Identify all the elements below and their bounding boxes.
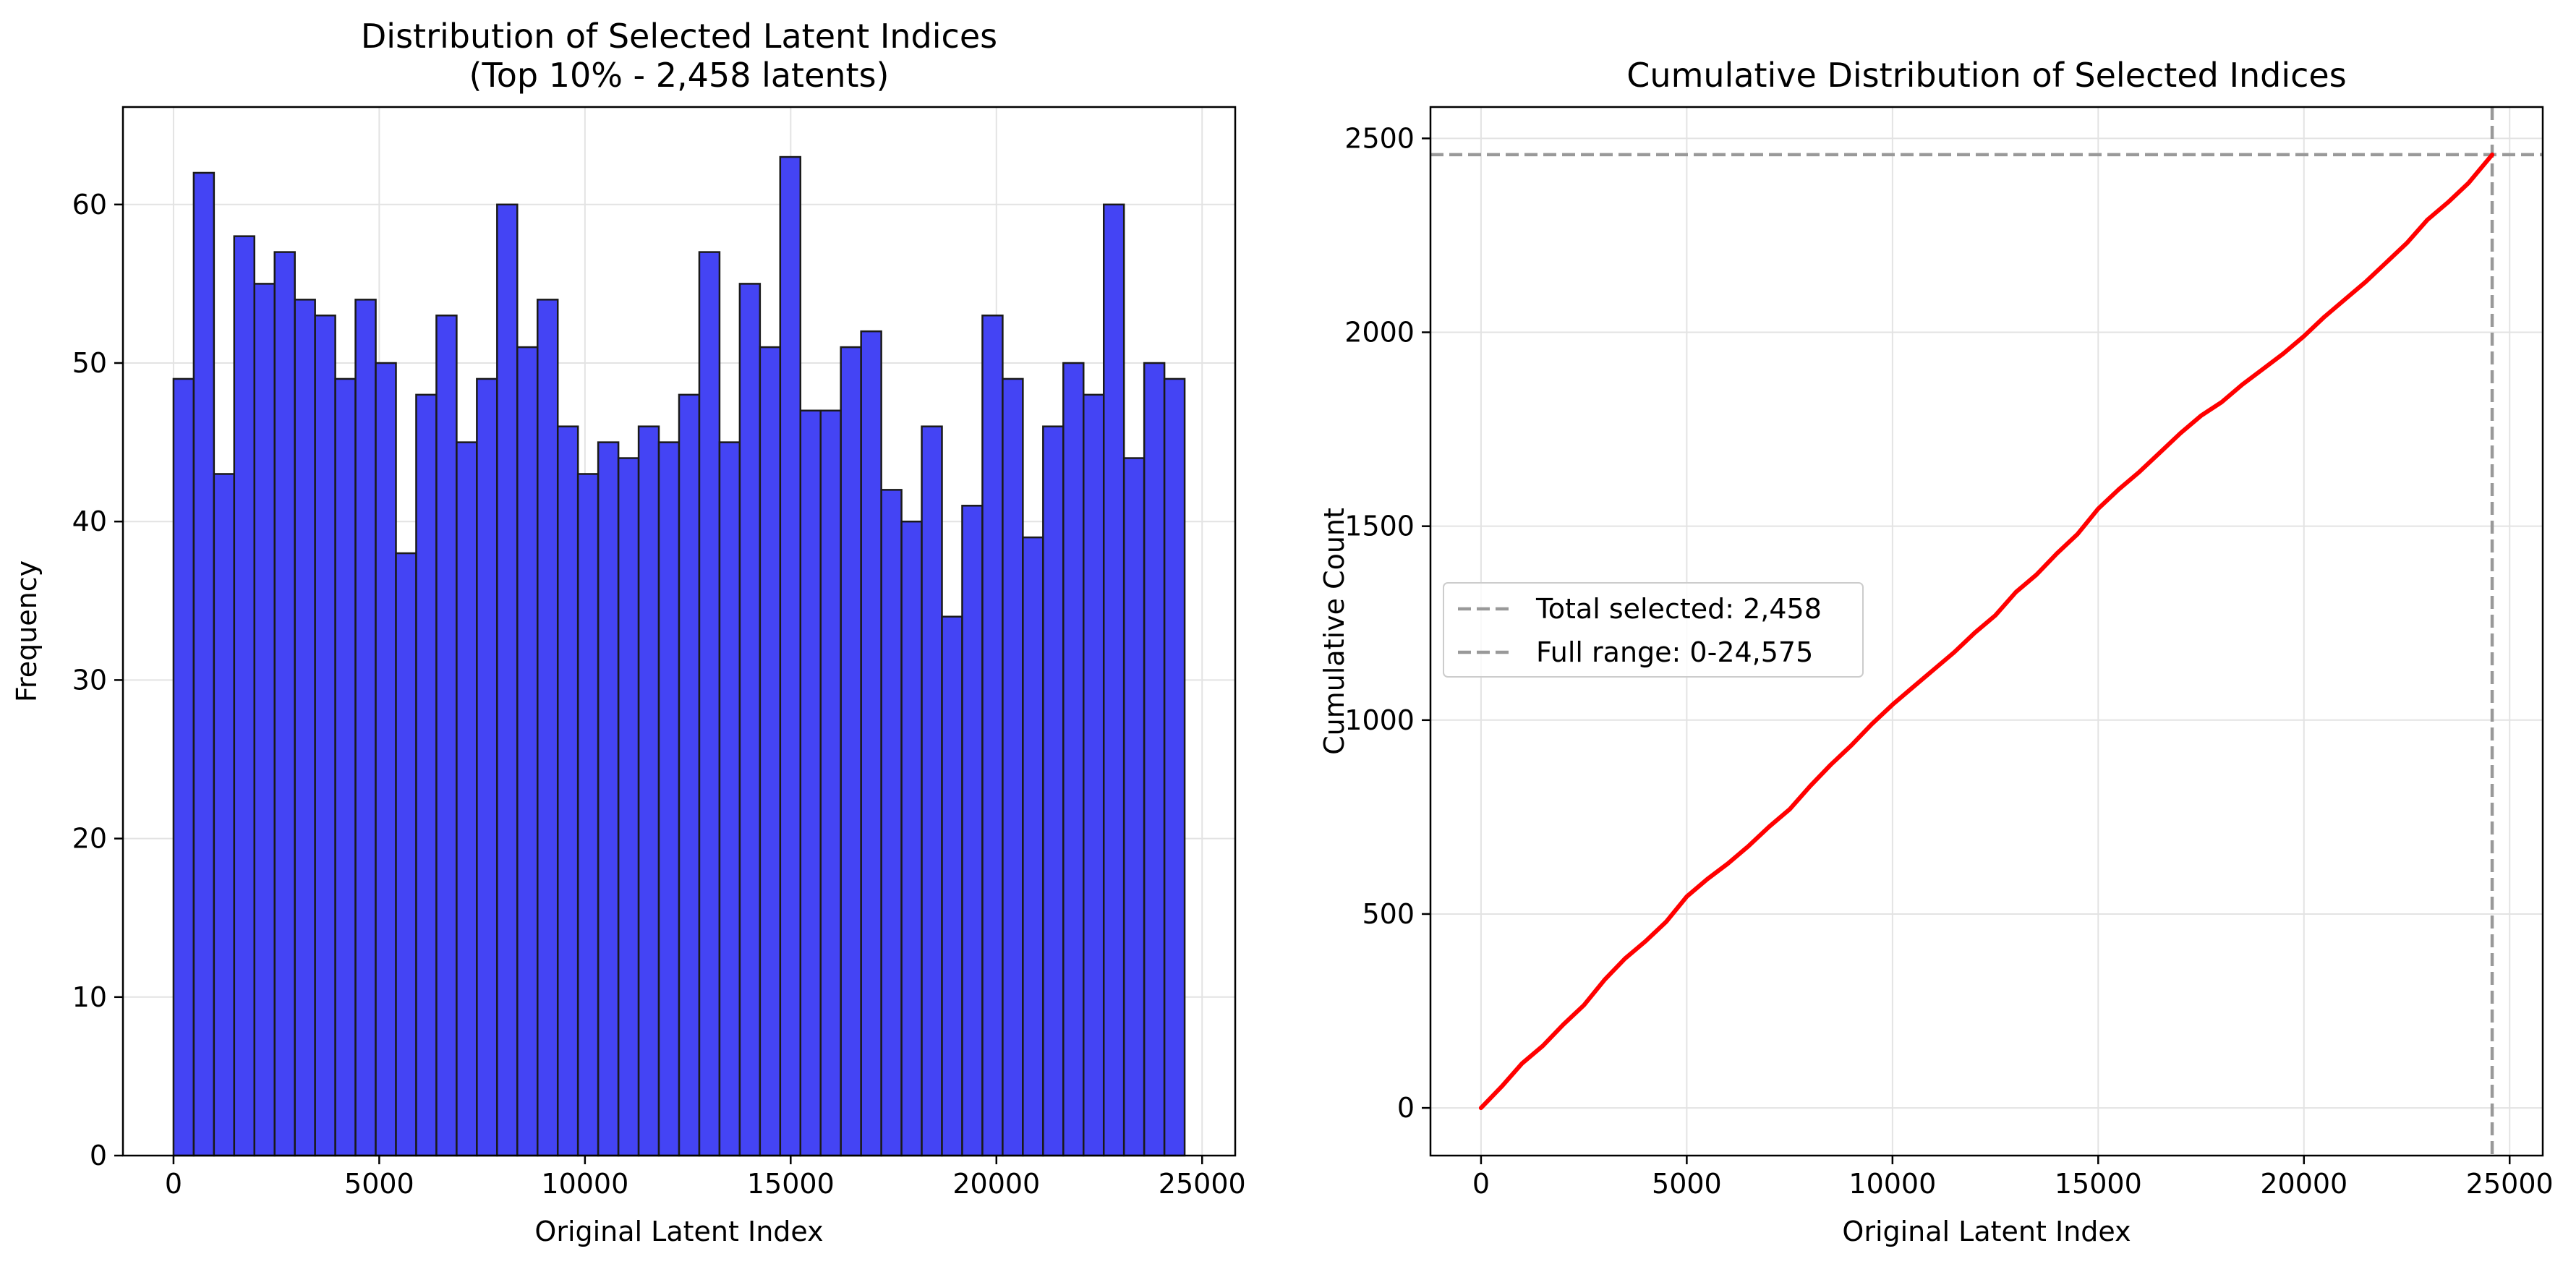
y-tick-label: 50 <box>72 347 107 379</box>
histogram-bar <box>192 171 216 1157</box>
histogram-bar <box>779 155 802 1157</box>
histogram-bar <box>314 314 336 1157</box>
histogram-bar <box>556 425 579 1157</box>
x-tick-label: 10000 <box>541 1168 628 1200</box>
histogram-bar <box>698 251 721 1157</box>
histogram-bar <box>375 362 397 1157</box>
y-tick-label: 40 <box>72 505 107 537</box>
histogram-bar <box>435 314 458 1157</box>
histogram-bar <box>941 615 963 1157</box>
x-tick-label: 20000 <box>2260 1168 2347 1200</box>
histogram-subtitle: (Top 10% - 2,458 latents) <box>469 56 890 95</box>
histogram-bar <box>476 377 498 1157</box>
histogram-bar <box>981 314 1004 1157</box>
histogram-bar <box>738 283 762 1157</box>
histogram-bar <box>1122 457 1146 1157</box>
histogram-bar <box>657 441 681 1157</box>
histogram-bar <box>1022 536 1044 1157</box>
y-tick-label: 2500 <box>1344 122 1415 154</box>
cumulative-axes-frame <box>1429 106 2544 1157</box>
histogram-bar <box>415 393 438 1157</box>
histogram-bar <box>496 203 519 1157</box>
y-tick-label: 1000 <box>1344 704 1415 736</box>
histogram-bar <box>1042 425 1065 1157</box>
x-tick-label: 10000 <box>1848 1168 1936 1200</box>
histogram-bar <box>233 235 256 1157</box>
histogram-bar <box>253 283 276 1157</box>
histogram-bar <box>294 299 316 1157</box>
x-tick-label: 15000 <box>2055 1168 2142 1200</box>
cumulative-count-line <box>1478 152 2495 1111</box>
y-tick-label: 10 <box>72 981 107 1013</box>
x-tick-label: 25000 <box>1159 1168 1246 1200</box>
cumulative-chart: 0 5000 10000 15000 20000 25000 0 500 1000 1500 20… <box>1318 56 2554 1247</box>
histogram-bar <box>860 330 882 1157</box>
histogram-bar <box>1083 393 1105 1157</box>
y-tick-label: 20 <box>72 823 107 855</box>
histogram-bar <box>617 457 640 1157</box>
histogram-bar <box>1002 377 1024 1157</box>
histogram-title: Distribution of Selected Latent Indices <box>361 17 997 56</box>
histogram-bar <box>334 377 357 1157</box>
histogram-bar <box>576 473 600 1157</box>
histogram-bar <box>213 473 236 1157</box>
cumulative-reference-lines <box>1430 107 2543 1156</box>
cumulative-y-ticks: 0 500 1000 1500 2000 2500 <box>1344 122 1430 1124</box>
histogram-y-axis-label: Frequency <box>11 560 43 702</box>
x-tick-label: 0 <box>1472 1168 1490 1200</box>
histogram-chart: 0 5000 10000 15000 20000 25000 0102030405060 … <box>11 17 1246 1247</box>
histogram-bar <box>172 377 195 1157</box>
histogram-bars <box>172 155 1186 1157</box>
x-tick-label: 0 <box>165 1168 182 1200</box>
x-tick-label: 15000 <box>747 1168 835 1200</box>
y-tick-label: 30 <box>72 664 107 696</box>
histogram-x-ticks: 0 5000 10000 15000 20000 25000 <box>165 1156 1246 1200</box>
histogram-bar <box>799 409 822 1157</box>
histogram-axes-frame <box>121 106 1237 1157</box>
histogram-bar <box>354 299 377 1157</box>
histogram-bar <box>961 505 984 1157</box>
histogram-bar <box>273 251 296 1157</box>
x-tick-label: 20000 <box>952 1168 1040 1200</box>
histogram-bar <box>759 346 782 1157</box>
legend-label-total-selected: Total selected: 2,458 <box>1535 593 1822 625</box>
histogram-bar <box>1102 203 1125 1157</box>
histogram-bar <box>819 409 842 1157</box>
histogram-bar <box>1062 362 1085 1157</box>
x-tick-label: 5000 <box>344 1168 414 1200</box>
histogram-bar <box>597 441 620 1157</box>
histogram-bar <box>921 425 943 1157</box>
cumulative-legend: Total selected: 2,458 Full range: 0-24,5… <box>1443 582 1864 678</box>
x-tick-label: 5000 <box>1652 1168 1722 1200</box>
histogram-bar <box>880 489 903 1157</box>
histogram-bar <box>840 346 862 1157</box>
histogram-bar <box>637 425 660 1157</box>
cumulative-x-ticks: 0 5000 10000 15000 20000 25000 <box>1472 1156 2554 1200</box>
y-tick-label: 2000 <box>1344 317 1415 349</box>
y-tick-label: 500 <box>1362 898 1415 930</box>
histogram-bar <box>718 441 741 1157</box>
y-tick-label: 0 <box>90 1140 107 1171</box>
y-tick-label: 0 <box>1397 1092 1415 1124</box>
cumulative-y-axis-label: Cumulative Count <box>1318 508 1350 755</box>
histogram-y-ticks: 0 10 20 30 40 50 60 <box>72 189 123 1171</box>
histogram-bar <box>537 299 559 1157</box>
cumulative-x-axis-label: Original Latent Index <box>1842 1216 2131 1247</box>
y-tick-label: 60 <box>72 189 107 221</box>
histogram-bar <box>678 393 701 1157</box>
histogram-bar <box>395 552 417 1157</box>
x-tick-label: 25000 <box>2466 1168 2554 1200</box>
histogram-bar <box>516 346 539 1157</box>
legend-box <box>1443 582 1864 678</box>
cumulative-title: Cumulative Distribution of Selected Indi… <box>1626 56 2346 95</box>
y-tick-label: 1500 <box>1344 511 1415 542</box>
histogram-bar <box>456 441 478 1157</box>
histogram-bar <box>1143 362 1166 1157</box>
histogram-bar <box>900 520 923 1157</box>
histogram-x-axis-label: Original Latent Index <box>534 1216 823 1247</box>
legend-label-full-range: Full range: 0-24,575 <box>1536 636 1813 668</box>
histogram-bar <box>1163 377 1186 1157</box>
